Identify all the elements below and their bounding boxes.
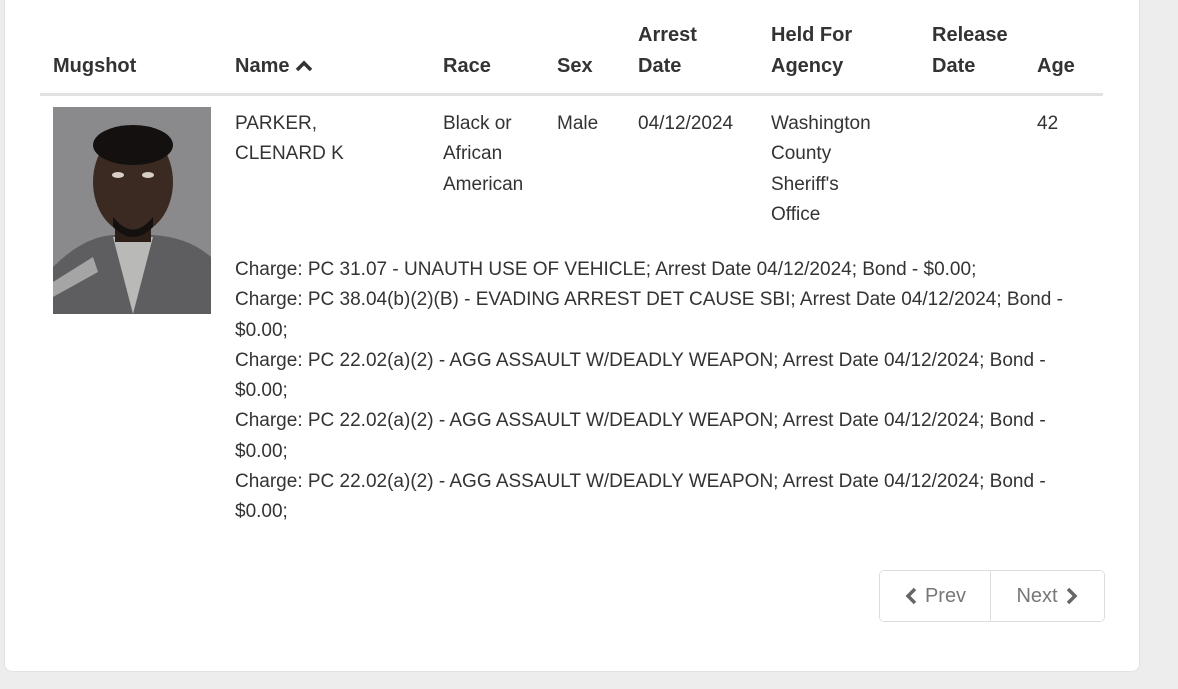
next-button[interactable]: Next bbox=[991, 571, 1104, 621]
charges-list: Charge: PC 31.07 - UNAUTH USE OF VEHICLE… bbox=[235, 255, 1095, 528]
header-mugshot: Mugshot bbox=[53, 55, 137, 77]
header-release-date: Release Date bbox=[932, 20, 1008, 82]
header-race: Race bbox=[443, 55, 491, 77]
header-line: Date bbox=[932, 55, 976, 77]
race-line: Black or bbox=[443, 113, 512, 134]
charge-item: Charge: PC 22.02(a)(2) - AGG ASSAULT W/D… bbox=[235, 410, 1046, 462]
chevron-up-icon bbox=[295, 60, 313, 72]
cell-held-for-agency: Washington County Sheriff's Office bbox=[771, 109, 871, 230]
name-line: CLENARD K bbox=[235, 143, 344, 165]
header-line: Release bbox=[932, 24, 1008, 46]
header-held-for-agency: Held For Agency bbox=[771, 20, 852, 82]
prev-label: Prev bbox=[924, 584, 967, 607]
race-line: American bbox=[443, 173, 524, 195]
cell-arrest-date: 04/12/2024 bbox=[638, 113, 734, 134]
prev-button[interactable]: Prev bbox=[880, 571, 991, 621]
header-line: Arrest bbox=[638, 24, 697, 46]
agency-line: Washington bbox=[771, 113, 871, 134]
charge-item: Charge: PC 31.07 - UNAUTH USE OF VEHICLE… bbox=[235, 259, 977, 280]
agency-line: Office bbox=[771, 203, 821, 225]
agency-line: Sheriff's bbox=[771, 173, 839, 195]
header-arrest-date: Arrest Date bbox=[638, 20, 697, 82]
chevron-right-icon bbox=[1066, 587, 1078, 605]
cell-race: Black or African American bbox=[443, 109, 523, 200]
header-name-sortable[interactable]: Name bbox=[235, 51, 313, 82]
header-name-label: Name bbox=[235, 55, 290, 77]
charge-item: Charge: PC 22.02(a)(2) - AGG ASSAULT W/D… bbox=[235, 471, 1046, 523]
mugshot-image[interactable] bbox=[53, 107, 211, 314]
header-line: Held For bbox=[771, 24, 853, 46]
cell-age: 42 bbox=[1037, 113, 1059, 134]
agency-line: County bbox=[771, 143, 832, 165]
header-line: Date bbox=[638, 55, 682, 77]
charge-item: Charge: PC 22.02(a)(2) - AGG ASSAULT W/D… bbox=[235, 349, 1046, 402]
cell-name: PARKER, CLENARD K bbox=[235, 109, 344, 170]
charge-item: Charge: PC 38.04(b)(2)(B) - EVADING ARRE… bbox=[235, 289, 1063, 341]
header-divider bbox=[40, 93, 1103, 96]
pagination: Prev Next bbox=[879, 570, 1105, 622]
name-line: PARKER, bbox=[235, 113, 318, 134]
cell-sex: Male bbox=[557, 113, 599, 134]
header-age: Age bbox=[1037, 55, 1075, 77]
next-label: Next bbox=[1016, 584, 1058, 607]
race-line: African bbox=[443, 143, 503, 165]
chevron-left-icon bbox=[905, 587, 917, 605]
header-sex: Sex bbox=[557, 55, 593, 77]
header-line: Agency bbox=[771, 55, 844, 77]
